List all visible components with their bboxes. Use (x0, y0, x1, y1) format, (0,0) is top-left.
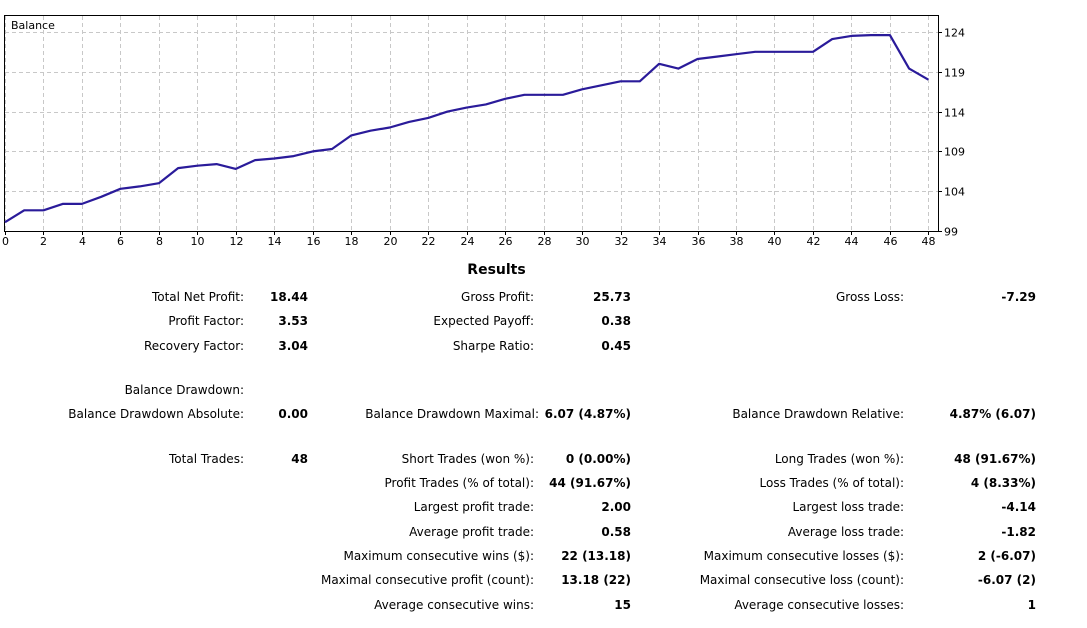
stat-label: Largest profit trade: (413, 500, 534, 514)
stat-label: Expected Payoff: (433, 314, 534, 328)
y-axis: 99 104 109 114 119 124 (938, 27, 965, 239)
chart-title: Balance (11, 19, 55, 32)
x-tick-label: 14 (268, 235, 282, 248)
y-tick-label: 119 (944, 67, 965, 80)
x-tick-label: 48 (922, 235, 936, 248)
y-tick-label: 114 (944, 107, 965, 120)
y-tick-label: 99 (944, 226, 958, 239)
stat-label: Average profit trade: (409, 525, 534, 539)
stat-label: Short Trades (won %): (401, 452, 534, 466)
stat-value: 6.07 (4.87%) (544, 407, 631, 421)
x-tick-label: 24 (461, 235, 475, 248)
stat-value: 4 (8.33%) (970, 476, 1036, 490)
x-tick-label: 28 (538, 235, 552, 248)
chart-grid (5, 16, 938, 231)
x-tick-label: 44 (845, 235, 859, 248)
stat-label: Recovery Factor: (143, 339, 244, 353)
balance-line (4, 33, 929, 224)
stat-label: Average consecutive wins: (374, 598, 534, 612)
x-tick-label: 34 (653, 235, 667, 248)
x-tick-label: 20 (384, 235, 398, 248)
stat-value: 13.18 (22) (561, 573, 631, 587)
x-tick-label: 40 (768, 235, 782, 248)
stat-label: Sharpe Ratio: (452, 339, 534, 353)
stat-label: Gross Loss: (836, 290, 904, 304)
stat-value: -1.82 (1001, 525, 1036, 539)
stat-label: Maximum consecutive wins ($): (343, 549, 534, 563)
x-tick-label: 32 (615, 235, 629, 248)
x-tick-label: 4 (79, 235, 86, 248)
x-tick-label: 6 (117, 235, 124, 248)
x-tick-label: 8 (156, 235, 163, 248)
stat-label: Balance Drawdown Maximal: (365, 407, 539, 421)
stat-value: 1 (1027, 598, 1036, 612)
stat-label: Maximal consecutive loss (count): (699, 573, 904, 587)
balance-chart: Balance 0 2 4 6 8 10 12 14 16 18 20 22 24 26 28 30 32 34 3… (0, 0, 1087, 255)
x-tick-label: 36 (692, 235, 706, 248)
x-tick-label: 38 (730, 235, 744, 248)
stat-label: Total Trades: (169, 452, 244, 466)
stat-label: Average consecutive losses: (734, 598, 904, 612)
stat-value: 4.87% (6.07) (949, 407, 1036, 421)
x-axis: 0 2 4 6 8 10 12 14 16 18 20 22 24 26 28 30 32 34 36 38 40 42 4… (2, 231, 936, 248)
stat-value: 0.00 (278, 407, 308, 421)
stat-value: 2.00 (601, 500, 631, 514)
x-tick-label: 12 (230, 235, 244, 248)
stat-value: 0.45 (601, 339, 631, 353)
stat-label: Total Net Profit: (151, 290, 244, 304)
stat-value: -4.14 (1001, 500, 1036, 514)
x-tick-label: 0 (2, 235, 9, 248)
stat-value: 48 (91.67%) (954, 452, 1036, 466)
stat-label: Balance Drawdown Absolute: (68, 407, 244, 421)
stat-value: 22 (13.18) (561, 549, 631, 563)
x-tick-label: 42 (807, 235, 821, 248)
stat-label: Profit Trades (% of total): (384, 476, 534, 490)
x-tick-label: 10 (191, 235, 205, 248)
x-tick-label: 18 (345, 235, 359, 248)
stat-label: Loss Trades (% of total): (759, 476, 905, 490)
stat-label: Long Trades (won %): (774, 452, 904, 466)
x-tick-label: 30 (576, 235, 590, 248)
stat-label: Balance Drawdown Relative: (732, 407, 904, 421)
stat-value: 0.58 (601, 525, 631, 539)
stat-value: 3.53 (278, 314, 308, 328)
stat-label: Gross Profit: (461, 290, 534, 304)
plot-frame (4, 15, 939, 232)
stat-value: 44 (91.67%) (549, 476, 631, 490)
stat-value: 0.38 (601, 314, 631, 328)
stat-label: Maximal consecutive profit (count): (320, 573, 534, 587)
stat-value: 0 (0.00%) (565, 452, 631, 466)
stat-value: 18.44 (270, 290, 308, 304)
stat-value: 15 (614, 598, 631, 612)
balance-chart-svg: Balance 0 2 4 6 8 10 12 14 16 18 20 22 24 26 28 30 32 34 3… (2, 15, 965, 248)
stat-value: 48 (291, 452, 308, 466)
x-tick-label: 2 (40, 235, 47, 248)
stat-label: Largest loss trade: (792, 500, 904, 514)
y-tick-label: 124 (944, 27, 965, 40)
y-tick-label: 104 (944, 186, 965, 199)
stat-value: -6.07 (2) (977, 573, 1036, 587)
y-tick-label: 109 (944, 146, 965, 159)
stat-value: 2 (-6.07) (977, 549, 1036, 563)
results-title: Results (467, 262, 526, 278)
stat-value: 3.04 (278, 339, 308, 353)
stat-value: -7.29 (1001, 290, 1036, 304)
x-tick-label: 46 (884, 235, 898, 248)
x-tick-label: 16 (307, 235, 321, 248)
stat-label: Profit Factor: (168, 314, 244, 328)
stat-label: Maximum consecutive losses ($): (703, 549, 904, 563)
stat-value: 25.73 (593, 290, 631, 304)
stat-label: Average loss trade: (787, 525, 904, 539)
x-tick-label: 22 (422, 235, 436, 248)
x-tick-label: 26 (499, 235, 513, 248)
stat-label: Balance Drawdown: (124, 383, 244, 397)
